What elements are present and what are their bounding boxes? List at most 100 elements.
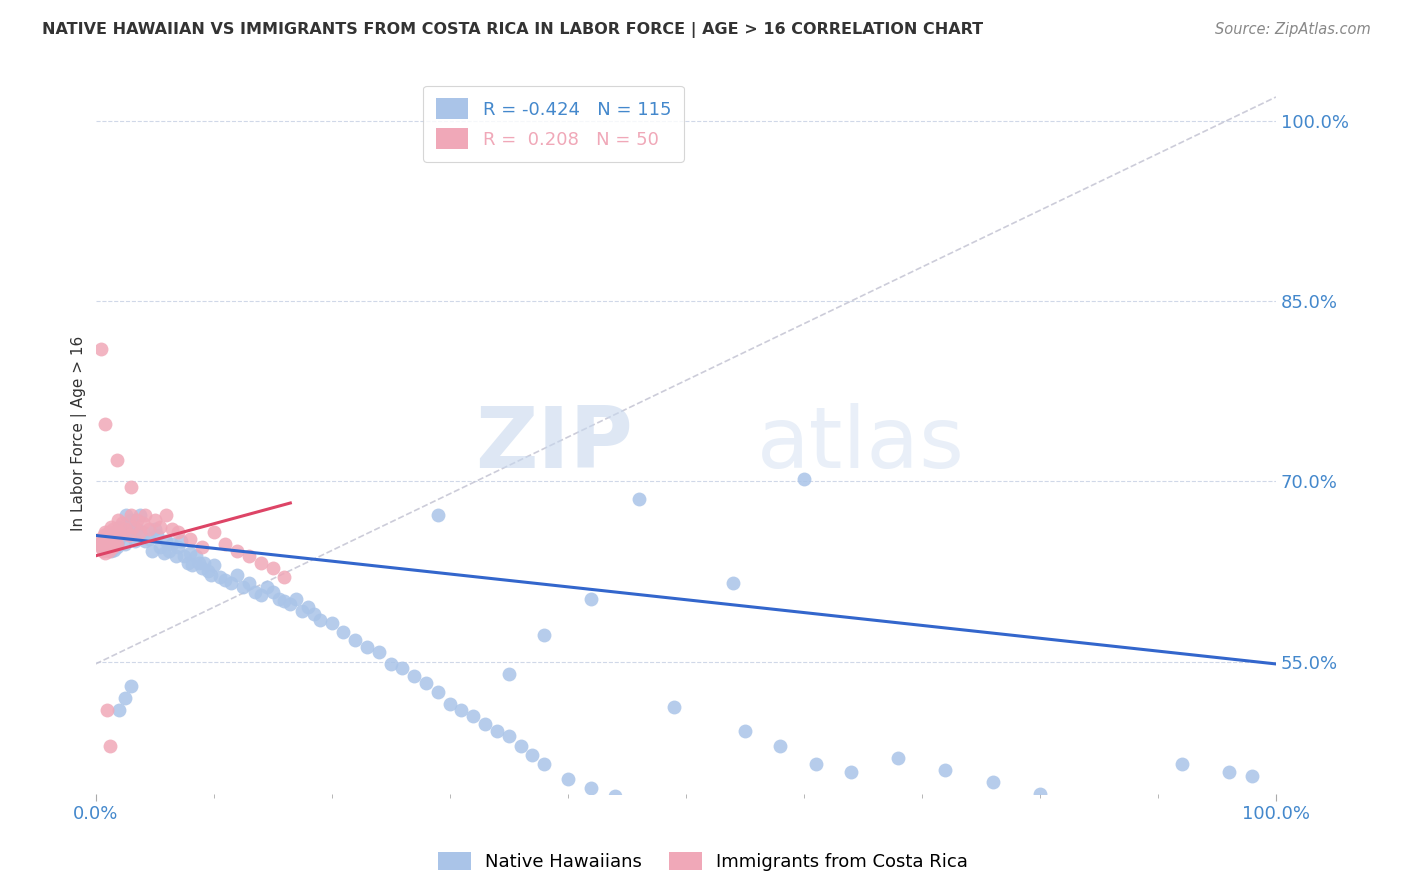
Point <box>769 739 792 753</box>
Point <box>114 537 136 551</box>
Point <box>344 632 367 647</box>
Y-axis label: In Labor Force | Age > 16: In Labor Force | Age > 16 <box>72 335 87 531</box>
Point <box>155 534 177 549</box>
Point <box>285 592 308 607</box>
Point <box>110 528 132 542</box>
Point <box>200 568 222 582</box>
Point <box>485 724 508 739</box>
Point <box>184 549 207 563</box>
Point <box>167 524 190 539</box>
Point <box>157 544 180 558</box>
Point <box>153 546 176 560</box>
Point <box>273 594 295 608</box>
Point <box>291 604 314 618</box>
Point <box>105 452 128 467</box>
Point <box>110 516 132 531</box>
Point <box>169 534 191 549</box>
Point <box>297 600 319 615</box>
Point <box>214 537 236 551</box>
Point <box>120 679 142 693</box>
Point <box>1029 787 1052 801</box>
Point <box>793 472 815 486</box>
Point <box>839 765 862 780</box>
Point <box>981 774 1004 789</box>
Point <box>129 524 152 539</box>
Point <box>107 513 129 527</box>
Point <box>103 534 125 549</box>
Text: ZIP: ZIP <box>475 402 633 485</box>
Point <box>1241 769 1264 783</box>
Point <box>356 640 378 654</box>
Point <box>557 772 579 787</box>
Point <box>89 532 111 546</box>
Point <box>149 541 172 555</box>
Point <box>221 576 243 591</box>
Point <box>321 616 343 631</box>
Point <box>90 343 112 357</box>
Point <box>132 524 155 539</box>
Point <box>94 534 117 549</box>
Point <box>232 580 254 594</box>
Point <box>162 523 184 537</box>
Point <box>155 508 177 522</box>
Point <box>96 541 118 555</box>
Point <box>256 580 278 594</box>
Point <box>404 669 426 683</box>
Point <box>96 541 118 555</box>
Point <box>134 508 156 522</box>
Point <box>262 585 284 599</box>
Point <box>238 576 260 591</box>
Point <box>107 534 129 549</box>
Point <box>132 516 155 531</box>
Point <box>498 666 520 681</box>
Point <box>887 750 910 764</box>
Point <box>90 541 112 555</box>
Legend: R = -0.424   N = 115, R =  0.208   N = 50: R = -0.424 N = 115, R = 0.208 N = 50 <box>423 86 685 161</box>
Point <box>1170 756 1192 771</box>
Point <box>97 544 120 558</box>
Point <box>98 528 121 542</box>
Point <box>91 544 114 558</box>
Point <box>675 822 697 837</box>
Point <box>226 544 249 558</box>
Point <box>267 592 290 607</box>
Point <box>167 541 190 555</box>
Legend: Native Hawaiians, Immigrants from Costa Rica: Native Hawaiians, Immigrants from Costa … <box>430 845 976 879</box>
Point <box>91 534 114 549</box>
Point <box>439 697 461 711</box>
Point <box>93 537 115 551</box>
Point <box>1076 798 1098 813</box>
Point <box>426 684 449 698</box>
Point <box>143 523 166 537</box>
Point <box>522 748 544 763</box>
Point <box>581 592 603 607</box>
Point <box>105 537 128 551</box>
Point <box>173 549 195 563</box>
Point <box>100 544 122 558</box>
Point <box>143 513 166 527</box>
Point <box>1123 811 1146 825</box>
Point <box>96 528 118 542</box>
Point <box>103 537 125 551</box>
Point <box>302 607 325 621</box>
Point <box>100 534 122 549</box>
Point <box>188 556 211 570</box>
Point <box>208 570 231 584</box>
Point <box>721 576 744 591</box>
Point <box>450 703 472 717</box>
Point <box>101 528 124 542</box>
Point <box>104 524 127 539</box>
Point <box>124 534 146 549</box>
Point <box>120 508 142 522</box>
Point <box>162 537 184 551</box>
Point <box>243 585 266 599</box>
Point <box>108 520 131 534</box>
Point <box>662 700 685 714</box>
Point <box>108 524 131 539</box>
Point <box>120 513 142 527</box>
Point <box>191 541 214 555</box>
Point <box>94 524 117 539</box>
Text: atlas: atlas <box>756 402 965 485</box>
Point <box>179 546 201 560</box>
Point <box>627 492 650 507</box>
